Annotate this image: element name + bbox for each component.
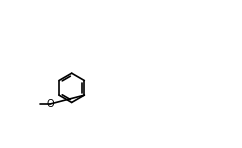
Text: O: O bbox=[46, 99, 54, 109]
